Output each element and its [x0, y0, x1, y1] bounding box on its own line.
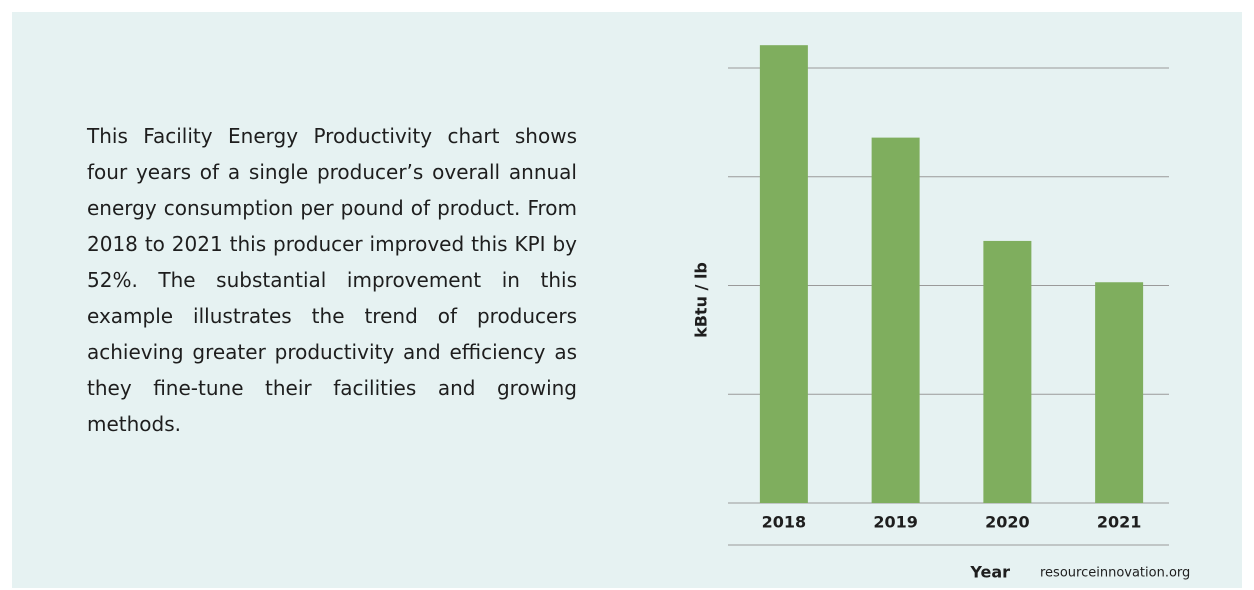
x-tick-label: 2019 — [873, 513, 918, 532]
x-tick-label: 2021 — [1097, 513, 1142, 532]
bar — [1095, 282, 1144, 503]
x-tick-label: 2020 — [985, 513, 1030, 532]
bar — [759, 45, 808, 503]
panel — [12, 12, 1242, 588]
bar — [871, 137, 920, 503]
x-axis-label: Year — [969, 563, 1010, 582]
y-axis-label: kBtu / lb — [692, 262, 711, 338]
description: This Facility Energy Productivity chart … — [87, 124, 577, 436]
x-tick-label: 2018 — [762, 513, 807, 532]
source: resourceinnovation.org — [1040, 566, 1190, 581]
bar — [983, 240, 1032, 503]
